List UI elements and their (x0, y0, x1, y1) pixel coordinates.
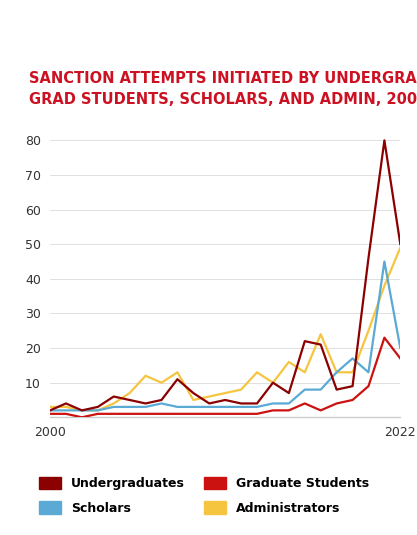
Text: SANCTION ATTEMPTS INITIATED BY UNDERGRADS,
GRAD STUDENTS, SCHOLARS, AND ADMIN, 2: SANCTION ATTEMPTS INITIATED BY UNDERGRAD… (29, 71, 417, 107)
Legend: Undergraduates, Scholars, Graduate Students, Administrators: Undergraduates, Scholars, Graduate Stude… (39, 477, 369, 515)
